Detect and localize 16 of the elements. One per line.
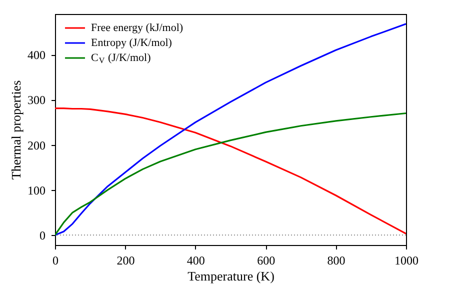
x-axis-title: Temperature (K) [188, 268, 274, 284]
y-tick-label: 200 [28, 138, 46, 152]
y-tick-label: 0 [40, 228, 46, 243]
legend-label: Entropy (J/K/mol) [91, 37, 172, 49]
x-tick-label: 1000 [394, 254, 418, 268]
x-tick-label: 400 [186, 254, 205, 268]
y-tick-label: 400 [28, 48, 46, 62]
line-series [55, 23, 406, 236]
y-tick-label: 300 [28, 93, 46, 108]
x-tick-label: 0 [52, 254, 58, 268]
x-tick-label: 200 [116, 254, 135, 268]
x-tick-label: 600 [257, 254, 276, 268]
legend-label: Free energy (kJ/mol) [91, 22, 184, 34]
x-tick-label: 800 [327, 254, 346, 268]
y-tick-label: 100 [28, 183, 46, 198]
y-axis-title: Thermal properties [8, 80, 24, 180]
